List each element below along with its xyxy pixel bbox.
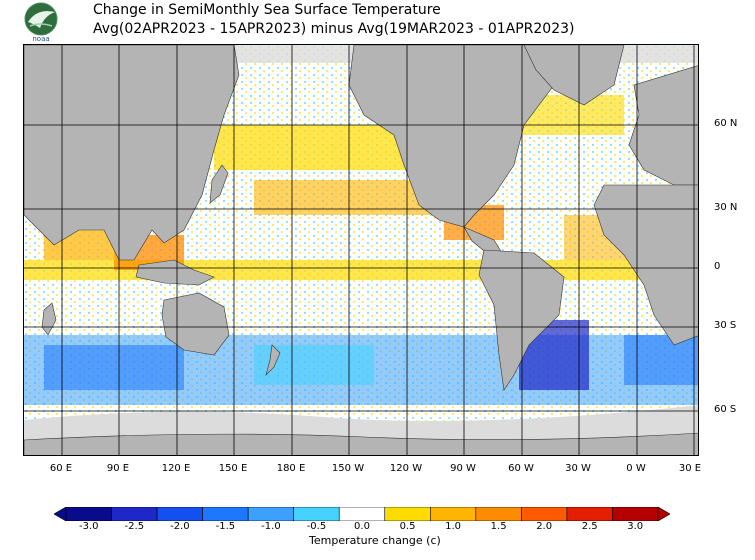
lon-label-30e: 30 E (678, 463, 702, 474)
colorbar-tick-label: 1.5 (490, 521, 507, 532)
colorbar-tick-label: -3.0 (79, 521, 99, 532)
colorbar-swatch (566, 507, 613, 521)
lon-label-180e: 180 E (276, 463, 306, 474)
land-greenland (523, 45, 625, 106)
colorbar-tick-label: -2.0 (170, 521, 190, 532)
colorbar-arrow-left (54, 507, 67, 521)
title-line1: Change in SemiMonthly Sea Surface Temper… (93, 2, 441, 18)
colorbar-tick-label: 1.0 (445, 521, 462, 532)
land-masses (24, 45, 698, 455)
colorbar-tick-label: -2.5 (124, 521, 145, 532)
lon-label-60e: 60 E (49, 463, 73, 474)
colorbar-arrow-right (657, 507, 670, 521)
lon-label-120w: 120 W (389, 463, 423, 474)
colorbar-tick-label: 0.5 (399, 521, 416, 532)
colorbar-swatch (384, 507, 431, 521)
lat-label-0: 0 (714, 261, 721, 272)
noaa-logo-icon: noaa (24, 2, 58, 42)
colorbar-swatch (202, 507, 249, 521)
colorbar-swatch (293, 507, 340, 521)
colorbar-swatch (247, 507, 294, 521)
colorbar-swatch (65, 507, 112, 521)
colorbar-swatch (475, 507, 522, 521)
colorbar-swatch (612, 507, 659, 521)
lon-label-90e: 90 E (106, 463, 130, 474)
lon-label-150w: 150 W (331, 463, 365, 474)
colorbar-swatch (430, 507, 477, 521)
colorbar-swatch (521, 507, 568, 521)
title-line2: Avg(02APR2023 - 15APR2023) minus Avg(19M… (93, 21, 575, 37)
colorbar-tick-label: 2.5 (581, 521, 598, 532)
colorbar-swatch (338, 507, 386, 521)
colorbar-tick-label: -0.5 (306, 521, 327, 532)
colorbar-tick-label: 0.0 (354, 521, 370, 532)
lon-label-0w: 0 W (626, 463, 646, 474)
lat-label-60s: 60 S (714, 404, 737, 415)
lon-label-90w: 90 W (450, 463, 476, 474)
colorbar-tick-label: 3.0 (627, 521, 644, 532)
colorbar-tick-label: 2.0 (536, 521, 553, 532)
land-japan (209, 164, 229, 204)
land-australia (161, 292, 230, 356)
map-svg (24, 45, 698, 455)
colorbar-tick-label: -1.0 (261, 521, 281, 532)
lon-label-30w: 30 W (565, 463, 591, 474)
colorbar (54, 507, 670, 521)
land-new-zealand (265, 344, 281, 377)
land-antarctica (24, 432, 698, 455)
lon-label-150e: 150 E (218, 463, 248, 474)
colorbar-swatch (156, 507, 203, 521)
map-panel (23, 44, 699, 456)
lat-label-60n: 60 N (714, 118, 738, 129)
colorbar-swatch (111, 507, 158, 521)
colorbar-tick-label: -1.5 (215, 521, 236, 532)
lat-label-30s: 30 S (714, 320, 737, 331)
graticule (24, 45, 698, 455)
land-africa (593, 184, 698, 346)
colorbar-label: Temperature change (c) (309, 534, 441, 547)
lon-label-120e: 120 E (161, 463, 191, 474)
land-asia (24, 45, 240, 261)
logo-text: noaa (32, 35, 49, 42)
land-south-america (478, 249, 565, 391)
lat-label-30n: 30 N (714, 202, 738, 213)
lon-label-60w: 60 W (508, 463, 534, 474)
